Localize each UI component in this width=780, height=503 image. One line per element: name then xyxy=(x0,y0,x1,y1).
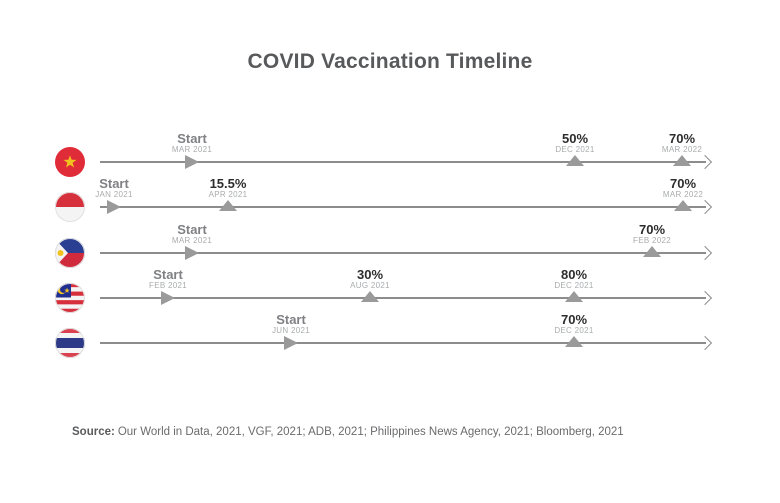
event-date-label: MAR 2022 xyxy=(662,190,704,199)
vietnam-flag-icon xyxy=(55,147,85,177)
timeline-axis xyxy=(100,206,706,208)
arrow-right-icon xyxy=(697,245,713,261)
event-date-label: MAR 2021 xyxy=(171,145,213,154)
start-label: Start xyxy=(153,267,183,282)
malaysia-flag-icon xyxy=(55,283,85,313)
event-date-label: FEB 2022 xyxy=(633,236,671,245)
philippines-flag-icon xyxy=(55,238,85,268)
event-date-label: JAN 2021 xyxy=(95,190,133,199)
milestone-marker-icon xyxy=(566,155,584,166)
milestone-percent-label: 15.5% xyxy=(209,176,247,191)
event-date-label: AUG 2021 xyxy=(350,281,390,290)
start-label: Start xyxy=(276,312,306,327)
milestone-percent-label: 80% xyxy=(560,267,588,282)
milestone-percent-label: 50% xyxy=(561,131,589,146)
event-date-label: JUN 2021 xyxy=(272,326,310,335)
start-label: Start xyxy=(177,131,207,146)
start-marker-icon xyxy=(185,246,199,260)
arrow-right-icon xyxy=(697,199,713,215)
milestone-marker-icon xyxy=(674,200,692,211)
start-marker-icon xyxy=(284,336,298,350)
milestone-percent-label: 70% xyxy=(668,131,696,146)
start-marker-icon xyxy=(161,291,175,305)
timeline-axis xyxy=(100,161,706,163)
milestone-marker-icon xyxy=(219,200,237,211)
event-date-label: MAR 2021 xyxy=(171,236,213,245)
source-note: Source: Our World in Data, 2021, VGF, 202… xyxy=(72,426,624,438)
timeline-axis xyxy=(100,252,706,254)
milestone-percent-label: 70% xyxy=(669,176,697,191)
event-date-label: DEC 2021 xyxy=(554,281,594,290)
source-label: Source: xyxy=(72,426,115,438)
milestone-marker-icon xyxy=(565,291,583,302)
start-label: Start xyxy=(99,176,129,191)
timeline-axis xyxy=(100,297,706,299)
event-date-label: MAR 2022 xyxy=(661,145,703,154)
arrow-right-icon xyxy=(697,335,713,351)
milestone-marker-icon xyxy=(361,291,379,302)
event-date-label: DEC 2021 xyxy=(554,326,594,335)
indonesia-flag-icon xyxy=(55,192,85,222)
milestone-percent-label: 70% xyxy=(638,222,666,237)
thailand-flag-icon xyxy=(55,328,85,358)
arrow-right-icon xyxy=(697,290,713,306)
start-label: Start xyxy=(177,222,207,237)
milestone-percent-label: 70% xyxy=(560,312,588,327)
event-date-label: APR 2021 xyxy=(208,190,248,199)
start-marker-icon xyxy=(107,200,121,214)
timeline-axis xyxy=(100,342,706,344)
arrow-right-icon xyxy=(697,154,713,170)
milestone-percent-label: 30% xyxy=(356,267,384,282)
event-date-label: FEB 2021 xyxy=(149,281,187,290)
event-date-label: DEC 2021 xyxy=(555,145,595,154)
milestone-marker-icon xyxy=(565,336,583,347)
source-text: Our World in Data, 2021, VGF, 2021; ADB,… xyxy=(117,426,624,438)
start-marker-icon xyxy=(185,155,199,169)
chart-title: COVID Vaccination Timeline xyxy=(247,50,533,73)
milestone-marker-icon xyxy=(673,155,691,166)
milestone-marker-icon xyxy=(643,246,661,257)
